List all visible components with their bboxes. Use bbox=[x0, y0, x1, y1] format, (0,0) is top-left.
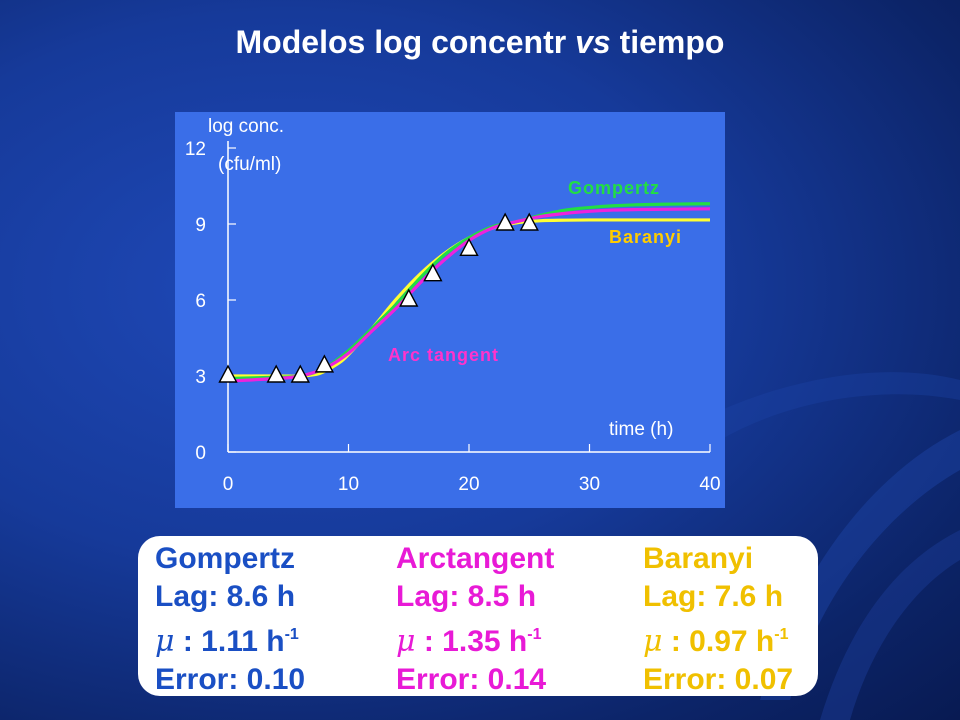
mu-separator: : bbox=[174, 625, 202, 658]
observed-point-marker bbox=[290, 364, 310, 383]
axis-ticks: 0 3 6 9 12 0 10 20 30 40 bbox=[185, 139, 721, 495]
baranyi-name: Baranyi bbox=[643, 542, 754, 575]
mu-symbol: μ bbox=[396, 624, 416, 659]
mu-symbol: μ bbox=[643, 624, 663, 659]
observed-point-marker bbox=[218, 364, 238, 383]
x-tick-label: 40 bbox=[699, 474, 720, 495]
y-axis-label-line2: (cfu/ml) bbox=[218, 154, 281, 175]
y-tick-label: 3 bbox=[195, 367, 206, 388]
baranyi-curve-label: Baranyi bbox=[609, 227, 682, 247]
mu-exponent: -1 bbox=[774, 626, 789, 643]
title-text-suffix: tiempo bbox=[610, 24, 725, 60]
mu-exponent: -1 bbox=[284, 626, 299, 643]
gompertz-mu-value: 1.11 h bbox=[201, 625, 285, 658]
growth-chart: 0 3 6 9 12 0 10 20 30 40 log conc. (cfu/ml) time … bbox=[175, 112, 725, 508]
title-text: Modelos log concentr bbox=[235, 24, 576, 60]
observed-point-marker bbox=[459, 237, 479, 257]
observed-point-marker bbox=[314, 354, 335, 373]
mu-symbol: μ bbox=[155, 624, 175, 659]
y-tick-label: 9 bbox=[195, 215, 206, 236]
baranyi-lag: Lag: 7.6 h bbox=[643, 580, 784, 613]
x-axis-label: time (h) bbox=[609, 419, 673, 440]
arctangent-lag: Lag: 8.5 h bbox=[396, 580, 537, 613]
baranyi-mu: μ : 0.97 h-1 bbox=[643, 616, 793, 661]
arctangent-results: Arctangent Lag: 8.5 h μ : 1.35 h-1 Error… bbox=[396, 540, 554, 699]
chart-background bbox=[175, 112, 725, 508]
x-tick-label: 10 bbox=[338, 474, 359, 495]
baranyi-results: Baranyi Lag: 7.6 h μ : 0.97 h-1 Error: 0… bbox=[643, 540, 793, 699]
gompertz-results: Gompertz Lag: 8.6 h μ : 1.11 h-1 Error: … bbox=[155, 540, 305, 699]
arctangent-name: Arctangent bbox=[396, 542, 555, 575]
arctangent-mu-value: 1.35 h bbox=[442, 625, 528, 658]
observed-point-marker bbox=[519, 212, 539, 231]
mu-separator: : bbox=[415, 625, 443, 658]
baranyi-error: Error: 0.07 bbox=[643, 663, 794, 696]
observed-point-marker bbox=[423, 263, 443, 282]
observed-point-marker bbox=[399, 288, 419, 307]
x-tick-label: 30 bbox=[579, 474, 600, 495]
gompertz-name: Gompertz bbox=[155, 542, 296, 575]
y-tick-label: 6 bbox=[195, 291, 206, 312]
gompertz-lag: Lag: 8.6 h bbox=[155, 580, 296, 613]
gompertz-curve-label: Gompertz bbox=[568, 178, 660, 198]
observed-points bbox=[218, 212, 539, 383]
x-tick-label: 20 bbox=[458, 474, 479, 495]
observed-point-marker bbox=[495, 212, 515, 231]
baranyi-mu-value: 0.97 h bbox=[689, 625, 775, 658]
observed-point-marker bbox=[266, 364, 286, 383]
arctangent-mu: μ : 1.35 h-1 bbox=[396, 616, 554, 661]
mu-exponent: -1 bbox=[527, 626, 542, 643]
title-emphasis: vs bbox=[575, 24, 611, 60]
arctangent-curve-label: Arc tangent bbox=[388, 345, 499, 365]
slide-title: Modelos log concentr vs tiempo bbox=[0, 24, 960, 61]
x-tick-label: 0 bbox=[223, 474, 234, 495]
y-tick-label: 12 bbox=[185, 139, 206, 160]
y-tick-label: 0 bbox=[195, 443, 206, 464]
y-axis-label-line1: log conc. bbox=[208, 116, 284, 137]
model-results-panel: Gompertz Lag: 8.6 h μ : 1.11 h-1 Error: … bbox=[138, 536, 818, 696]
gompertz-mu: μ : 1.11 h-1 bbox=[155, 616, 305, 661]
arctangent-error: Error: 0.14 bbox=[396, 663, 547, 696]
gompertz-error: Error: 0.10 bbox=[155, 663, 306, 696]
mu-separator: : bbox=[662, 625, 690, 658]
